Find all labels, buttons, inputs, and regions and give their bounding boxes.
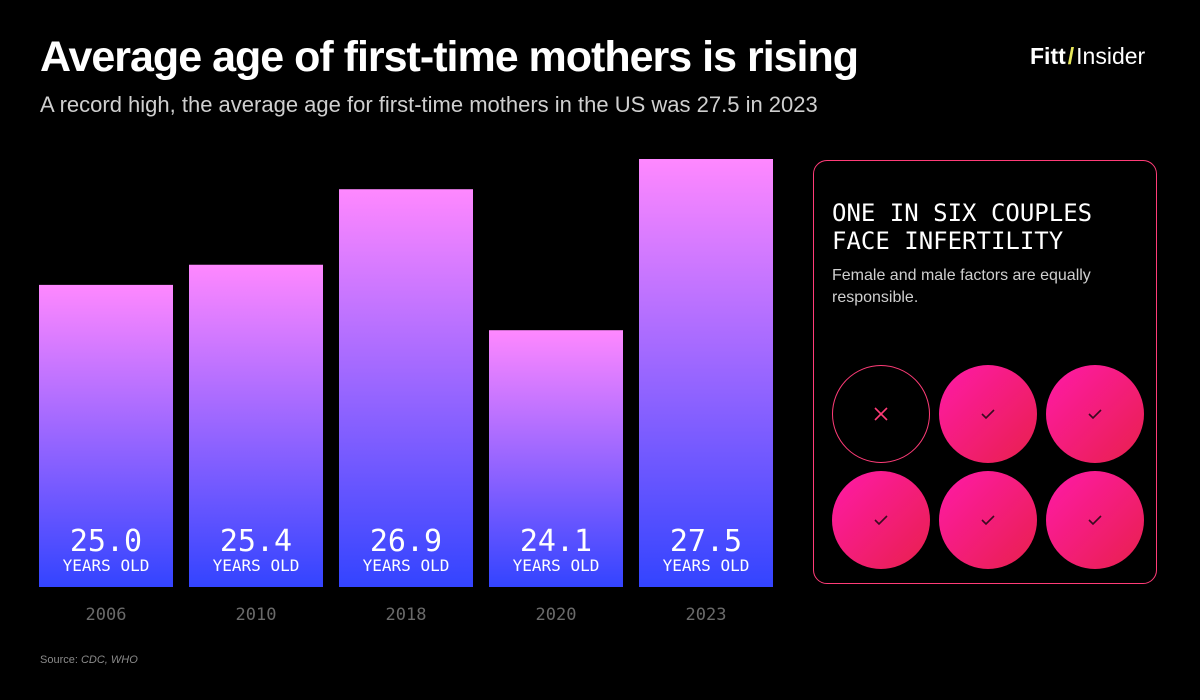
x-icon <box>874 407 888 421</box>
year-tick-label: 2023 <box>686 605 727 625</box>
bar-unit-label: YEARS OLD <box>513 556 600 575</box>
source-note: Source: CDC, WHO <box>40 654 138 666</box>
chart-subtitle: A record high, the average age for first… <box>40 92 818 117</box>
panel-heading-line-1: ONE IN SIX COUPLES <box>832 199 1093 227</box>
bar-value-label: 27.5 <box>670 524 742 559</box>
check-icon <box>874 515 888 526</box>
fertile-couple-circle <box>939 471 1037 569</box>
check-icon <box>981 515 995 526</box>
bar-unit-label: YEARS OLD <box>663 556 750 575</box>
panel-description: Female and male factors are equally resp… <box>832 267 1091 306</box>
bar-value-label: 26.9 <box>370 524 442 559</box>
logo-slash: / <box>1067 43 1075 69</box>
bar-value-label: 25.4 <box>220 524 292 559</box>
fertile-couple-circle <box>939 365 1037 463</box>
bar-unit-label: YEARS OLD <box>213 556 300 575</box>
source-prefix: Source: <box>40 654 81 666</box>
fitt-insider-logo: Fitt / Insider <box>1030 43 1145 70</box>
check-icon <box>1088 409 1102 420</box>
check-icon <box>981 409 995 420</box>
bar-2020 <box>489 330 623 587</box>
year-tick-label: 2018 <box>386 605 427 625</box>
panel-heading-line-2: FACE INFERTILITY <box>832 227 1064 255</box>
fertile-couple-circle <box>1046 471 1144 569</box>
infertility-panel: ONE IN SIX COUPLES FACE INFERTILITY Fema… <box>813 160 1157 584</box>
fertile-couple-circle <box>1046 365 1144 463</box>
source-text: CDC, WHO <box>80 654 138 666</box>
bar-2010 <box>189 264 323 587</box>
check-icon <box>1088 515 1102 526</box>
bar-unit-label: YEARS OLD <box>63 556 150 575</box>
year-tick-label: 2010 <box>236 605 277 625</box>
year-tick-label: 2006 <box>86 605 127 625</box>
bar-2006 <box>39 284 173 587</box>
bar-unit-label: YEARS OLD <box>363 556 450 575</box>
bar-2023 <box>639 159 773 587</box>
bar-value-label: 24.1 <box>520 524 592 559</box>
panel-heading: ONE IN SIX COUPLES FACE INFERTILITY <box>832 199 1152 255</box>
chart-title: Average age of first-time mothers is ris… <box>40 33 859 81</box>
infertile-couple-circle <box>832 365 930 463</box>
bar-value-label: 25.0 <box>70 524 142 559</box>
logo-part-fitt: Fitt <box>1030 43 1066 69</box>
logo-part-insider: Insider <box>1076 43 1146 69</box>
bar-2018 <box>339 189 473 587</box>
year-tick-label: 2020 <box>536 605 577 625</box>
fertile-couple-circle <box>832 471 930 569</box>
